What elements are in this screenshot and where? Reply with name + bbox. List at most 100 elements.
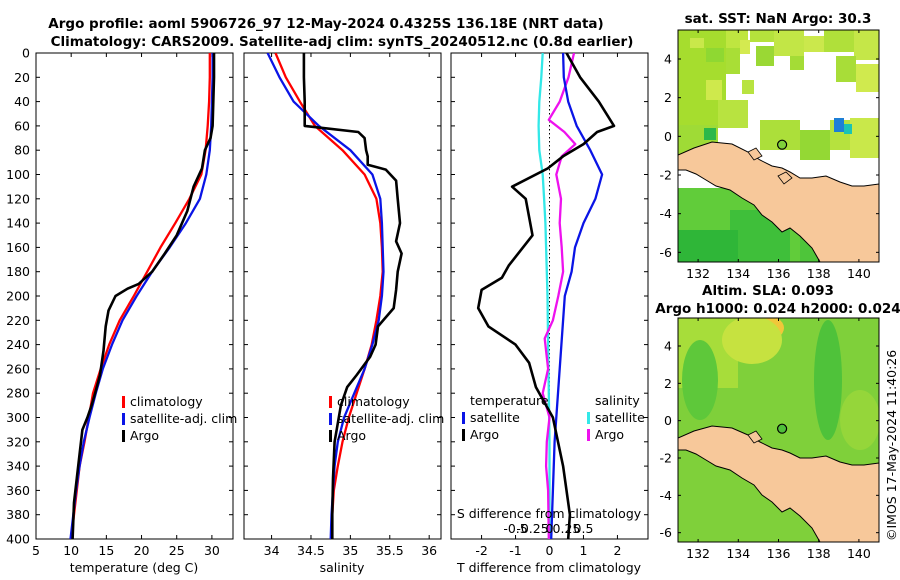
y-tick-label: 100 bbox=[6, 167, 30, 182]
x-tick-label: 34.5 bbox=[297, 543, 325, 558]
sst-island bbox=[777, 171, 793, 185]
x-tick-label: 15 bbox=[98, 543, 114, 558]
map-x-tick-label: 136 bbox=[767, 546, 791, 561]
legend-swatch-s-satellite bbox=[587, 412, 590, 424]
legend-swatch-climatology bbox=[122, 396, 125, 408]
temperature-lines bbox=[69, 53, 216, 539]
temperature-panel: 5 10 15 20 25 3002040608010012014016018020022… bbox=[6, 46, 237, 576]
legend-label-s-satellite: satellite bbox=[595, 410, 645, 425]
difference-lines bbox=[476, 53, 616, 539]
legend-swatch-satellite bbox=[329, 413, 332, 425]
sla-map-panel: Altim. SLA: 0.093 Argo h1000: 0.024 h200… bbox=[655, 283, 900, 561]
y-tick-label: 400 bbox=[6, 532, 30, 547]
x-tick-label: 20 bbox=[134, 543, 150, 558]
legend-swatch-climatology bbox=[329, 396, 332, 408]
x-tick-label: -1 bbox=[509, 543, 521, 558]
map-y-tick-label: -6 bbox=[660, 245, 673, 260]
argo-position-marker bbox=[776, 423, 788, 434]
x-tick-label: 30 bbox=[204, 543, 220, 558]
sla-land bbox=[678, 425, 879, 542]
series-line-t-argo bbox=[476, 53, 616, 539]
map-x-tick-label: 136 bbox=[767, 266, 791, 281]
legend-swatch-s-argo bbox=[587, 429, 590, 441]
s-tick-label: 0.25 bbox=[553, 521, 581, 536]
sla-island bbox=[747, 430, 763, 444]
y-tick-label: 180 bbox=[6, 264, 30, 279]
legend-label-satellite: satellite-adj. clim bbox=[130, 411, 237, 426]
series-line-satellite-adj-clim bbox=[266, 53, 385, 539]
sla-field-patch bbox=[814, 320, 842, 440]
map-y-tick-label: -4 bbox=[660, 206, 673, 221]
series-line-argo bbox=[302, 53, 403, 539]
series-line-t-satellite bbox=[550, 53, 604, 539]
legend-swatch-t-satellite bbox=[462, 412, 465, 424]
temperature-legend: climatology satellite-adj. clim Argo bbox=[122, 394, 237, 443]
map-y-tick-label: -2 bbox=[660, 168, 672, 183]
sla-map-ticks: 132 134 136 138 140 4 2 0 -2 -4 -6 bbox=[660, 318, 879, 561]
map-x-tick-label: 132 bbox=[686, 546, 710, 561]
map-x-tick-label: 138 bbox=[807, 266, 831, 281]
legend-label-argo: Argo bbox=[337, 428, 366, 443]
sst-map-title: sat. SST: NaN Argo: 30.3 bbox=[685, 11, 872, 27]
y-tick-label: 260 bbox=[6, 361, 30, 376]
salinity-lines bbox=[266, 53, 403, 539]
difference-ticks: -2 -1 0 1 2 bbox=[451, 52, 648, 558]
legend-swatch-argo bbox=[122, 430, 125, 442]
salinity-difference-ticks: -0.5-0.250 0.250.5 bbox=[503, 521, 593, 536]
map-x-tick-label: 140 bbox=[847, 546, 871, 561]
map-x-tick-label: 132 bbox=[686, 266, 710, 281]
legend-title-salinity: salinity bbox=[595, 393, 640, 408]
map-y-tick-label: 0 bbox=[664, 413, 672, 428]
map-x-tick-label: 134 bbox=[726, 546, 750, 561]
y-tick-label: 20 bbox=[14, 70, 30, 85]
y-tick-label: 320 bbox=[6, 434, 30, 449]
sla-field-patch bbox=[682, 340, 718, 420]
legend-label-s-argo: Argo bbox=[595, 427, 624, 442]
x-tick-label: 35 bbox=[342, 543, 358, 558]
salinity-panel: 34 34.5 35 35.5 36 salinity climatology sate… bbox=[243, 52, 444, 575]
map-x-tick-label: 140 bbox=[847, 266, 871, 281]
map-y-tick-label: -4 bbox=[660, 488, 673, 503]
sla-field-patch bbox=[840, 390, 879, 450]
map-y-tick-label: -6 bbox=[660, 525, 673, 540]
sla-map-title-line2: Argo h1000: 0.024 h2000: 0.024 bbox=[655, 301, 900, 317]
y-tick-label: 300 bbox=[6, 410, 30, 425]
x-tick-label: 5 bbox=[32, 543, 40, 558]
sla-map-title-line1: Altim. SLA: 0.093 bbox=[702, 283, 834, 299]
figure-title-line1: Argo profile: aoml 5906726_97 12-May-202… bbox=[48, 16, 603, 32]
map-y-tick-label: -2 bbox=[660, 451, 672, 466]
x-tick-label: 25 bbox=[169, 543, 185, 558]
sla-field-patch bbox=[722, 318, 782, 364]
difference-panel: -2 -1 0 1 2 T difference from climatology S … bbox=[450, 52, 649, 575]
x-tick-label: 1 bbox=[579, 543, 587, 558]
map-y-tick-label: 4 bbox=[664, 52, 672, 67]
legend-title-temperature: temperature bbox=[470, 393, 549, 408]
y-tick-label: 160 bbox=[6, 240, 30, 255]
legend-label-satellite: satellite-adj. clim bbox=[337, 411, 444, 426]
y-tick-label: 200 bbox=[6, 289, 30, 304]
sst-land bbox=[678, 141, 879, 262]
legend-label-climatology: climatology bbox=[337, 394, 410, 409]
map-y-tick-label: 0 bbox=[664, 129, 672, 144]
x-tick-label: 2 bbox=[613, 543, 621, 558]
map-x-tick-label: 134 bbox=[726, 266, 750, 281]
watermark-timestamp: ©IMOS 17-May-2024 11:40:26 bbox=[884, 350, 899, 541]
y-tick-label: 340 bbox=[6, 459, 30, 474]
map-x-tick-label: 138 bbox=[807, 546, 831, 561]
y-tick-label: 360 bbox=[6, 483, 30, 498]
legend-swatch-satellite bbox=[122, 413, 125, 425]
legend-label-argo: Argo bbox=[130, 428, 159, 443]
legend-label-climatology: climatology bbox=[130, 394, 203, 409]
x-tick-label: 10 bbox=[63, 543, 79, 558]
y-tick-label: 40 bbox=[14, 94, 30, 109]
s-tick-label: -0.5 bbox=[503, 521, 527, 536]
series-line-s-argo bbox=[541, 53, 577, 539]
x-tick-label: 36 bbox=[421, 543, 437, 558]
argo-position-marker bbox=[776, 139, 788, 150]
legend-label-t-satellite: satellite bbox=[470, 410, 520, 425]
x-tick-label: -2 bbox=[475, 543, 487, 558]
legend-swatch-t-argo bbox=[462, 429, 465, 441]
y-tick-label: 240 bbox=[6, 337, 30, 352]
x-tick-label: 0 bbox=[546, 543, 554, 558]
